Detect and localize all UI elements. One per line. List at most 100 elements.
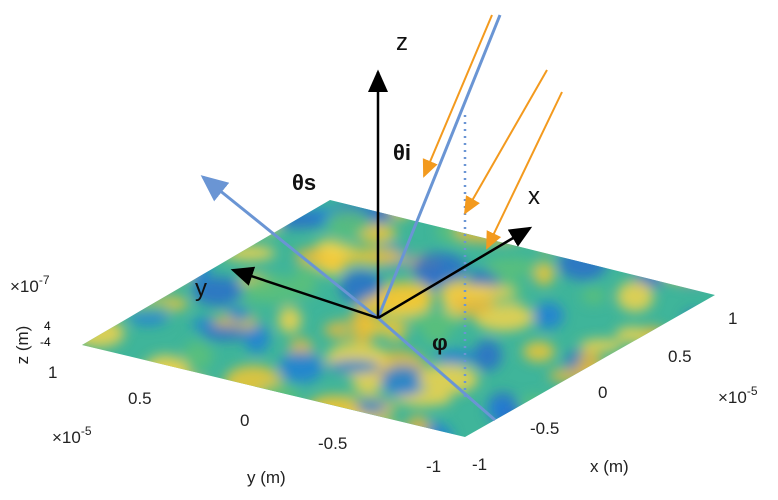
surface-blob — [464, 209, 489, 230]
surface-blob — [92, 267, 134, 304]
surface-blob — [82, 318, 125, 348]
incident-arrow — [464, 69, 548, 215]
surface-blob — [105, 272, 137, 292]
surface-blob — [158, 224, 192, 248]
surface-blob — [278, 351, 324, 384]
surface-blob — [646, 392, 700, 420]
surface-blob — [616, 280, 654, 312]
surface-blob — [454, 218, 515, 244]
incident-arrow — [486, 91, 563, 250]
y-tick-label: 0.5 — [128, 389, 152, 408]
surface-blob — [139, 200, 193, 215]
surface-blob — [119, 220, 146, 241]
surface-blob — [473, 339, 502, 371]
incident-ray — [376, 14, 502, 319]
y-tick-label: -1 — [426, 457, 441, 476]
surface-blob — [295, 403, 349, 437]
y-axis-arrow — [230, 266, 379, 320]
z-multiplier: ×10-7 — [10, 273, 50, 296]
surface-blob — [207, 415, 244, 437]
surface-blob — [119, 299, 173, 313]
surface-blob — [139, 264, 165, 287]
surface-blob — [272, 212, 323, 229]
x-ticks: 1 0.5 0 -0.5 -1 — [472, 309, 737, 474]
y-tick-label: -0.5 — [318, 434, 347, 453]
surface-blob — [406, 415, 430, 437]
x-multiplier: ×10-5 — [718, 384, 758, 407]
surface-blob — [577, 349, 602, 380]
surface-blob — [224, 365, 282, 401]
surface-blob — [201, 326, 249, 341]
surface-blob — [243, 323, 270, 353]
surface-blob — [579, 338, 624, 353]
surface-blob — [488, 200, 510, 206]
surface-blob — [499, 407, 528, 437]
surface-blob — [82, 308, 101, 321]
surface-blob — [378, 281, 434, 312]
theta-i-label: θi — [393, 140, 411, 165]
surface-blob — [325, 209, 371, 237]
surface-blob — [689, 429, 715, 437]
surface-blob — [254, 217, 281, 234]
surface-blob — [632, 344, 668, 375]
surface-blob — [483, 257, 539, 278]
surface-blob — [572, 222, 600, 235]
surface-blob — [457, 284, 515, 300]
surface-blob — [113, 221, 138, 248]
incident-arrow — [422, 14, 493, 178]
surface-blob — [341, 412, 369, 429]
surface-blob — [222, 245, 276, 261]
surface-blob — [85, 282, 136, 310]
z-tick-label: 4 — [44, 319, 51, 333]
surface-blob — [674, 208, 715, 223]
surface-blob — [259, 382, 301, 408]
y-tick-label: 0 — [240, 411, 249, 430]
surface-blob — [243, 275, 303, 304]
y-ticks: 1 0.5 0 -0.5 -1 — [48, 363, 441, 476]
theta-s-label: θs — [292, 170, 316, 195]
z-label: z — [396, 29, 408, 56]
z-axis-title: z (m) — [13, 326, 32, 365]
surface-blob — [82, 218, 122, 248]
surface-blob — [278, 306, 302, 334]
surface-blob — [356, 319, 407, 334]
surface-blob — [82, 245, 102, 266]
y-axis-title: y (m) — [247, 468, 286, 487]
surface-blob — [252, 406, 299, 429]
surface-blob — [598, 416, 637, 437]
y-tick-label: 1 — [48, 363, 57, 382]
incident-projection — [377, 316, 496, 422]
surface-blob — [343, 420, 403, 437]
surface-blob — [407, 311, 462, 332]
surface-blob — [533, 302, 564, 330]
surface-blob — [227, 305, 251, 321]
surface-blob — [307, 394, 360, 424]
surface-blob — [694, 200, 715, 210]
surface-blob — [684, 405, 715, 423]
x-tick-label: 0 — [598, 383, 607, 402]
scattered-ray — [200, 175, 379, 320]
surface-blob — [162, 200, 224, 225]
surface-blob — [142, 354, 189, 390]
surface-blob — [411, 252, 468, 283]
surface-blob — [158, 200, 216, 214]
surface-blob — [176, 200, 200, 211]
surface-blob — [558, 246, 608, 281]
surface-blob — [169, 427, 209, 437]
surface-blob — [522, 341, 555, 362]
surface-blob — [327, 359, 382, 374]
surface-blob — [258, 433, 279, 437]
surface-blob — [671, 262, 711, 287]
surface-blob — [683, 310, 705, 332]
surface-blob — [82, 264, 116, 278]
surface-blob — [548, 367, 600, 384]
x-label: x — [528, 183, 540, 210]
surface-blob — [182, 341, 213, 371]
y-multiplier: ×10-5 — [52, 424, 92, 447]
surface-blob — [583, 427, 638, 437]
surface-blob — [114, 239, 170, 255]
x-tick-label: -0.5 — [530, 419, 559, 438]
x-axis-arrow — [377, 226, 533, 320]
surface-blob — [671, 200, 705, 206]
